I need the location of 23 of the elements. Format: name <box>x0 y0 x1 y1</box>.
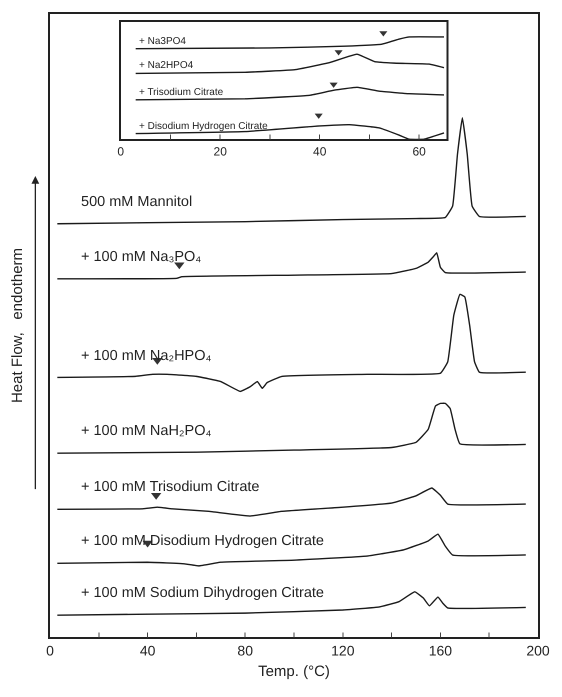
series-label: + Na3PO4 <box>139 36 186 47</box>
series-label: + 100 mM NaH₂PO₄ <box>81 423 212 439</box>
series-label: + 100 mM Na₃PO₄ <box>81 249 202 265</box>
x-tick-label: 80 <box>237 642 254 659</box>
series-label: + 100 mM Trisodium Citrate <box>81 479 260 495</box>
x-tick-label: 0 <box>46 642 54 659</box>
series-label: + 100 mM Sodium Dihydrogen Citrate <box>81 585 324 601</box>
x-tick-label: 40 <box>140 642 156 659</box>
y-axis-title: Heat Flow, endotherm <box>9 248 26 404</box>
series-label: + Disodium Hydrogen Citrate <box>139 121 268 132</box>
series-label: + Na2HPO4 <box>139 60 194 71</box>
x-tick-label: 20 <box>214 144 228 158</box>
series-label: + Trisodium Citrate <box>139 87 224 98</box>
x-tick-label: 160 <box>428 642 452 659</box>
x-tick-label: 200 <box>526 642 550 659</box>
series-label: + 100 mM Na₂HPO₄ <box>81 348 212 364</box>
x-tick-label: 40 <box>313 144 327 158</box>
x-tick-label: 60 <box>412 144 426 158</box>
x-tick-label: 120 <box>331 642 355 659</box>
series-label: + 100 mM Disodium Hydrogen Citrate <box>81 533 324 549</box>
series-label: 500 mM Mannitol <box>81 194 192 210</box>
x-axis-title: Temp. (°C) <box>258 663 330 680</box>
x-tick-label: 0 <box>117 144 124 158</box>
